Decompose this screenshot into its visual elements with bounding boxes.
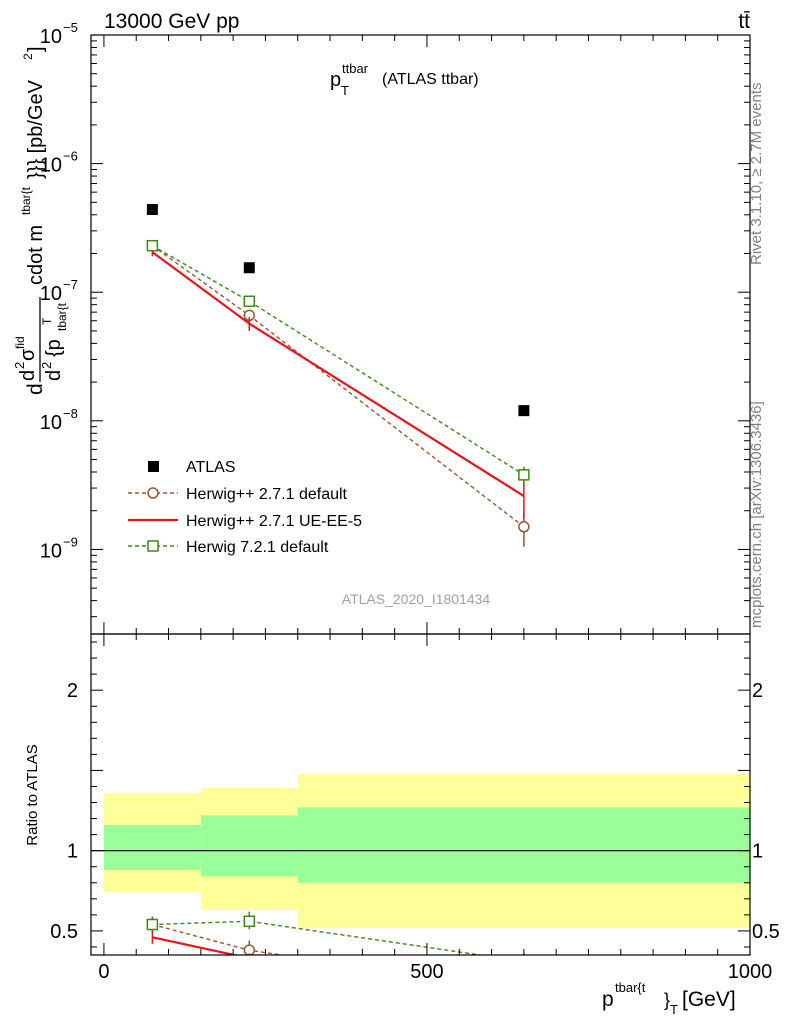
plot-title-sup: ttbar: [342, 61, 369, 76]
ylabel-T-sub: T: [40, 317, 54, 325]
atlas-data-point: [518, 405, 530, 417]
x-axis-label: p tbar{t } T [GeV]: [602, 980, 736, 1017]
legend-herwig7-default-label: Herwig 7.2.1 default: [186, 539, 329, 556]
main-data-marker: [243, 295, 256, 308]
ratio-series-line: [152, 923, 287, 955]
ratio-y-tick-label-left: 0.5: [50, 921, 78, 943]
ratio-data-marker: [243, 915, 256, 928]
main-y-tick-label-exp: −6: [63, 149, 78, 164]
legend-item-herwig7-default: Herwig 7.2.1 default: [128, 539, 329, 556]
ylabel-num-d: d: [17, 370, 39, 381]
energy-label: 13000 GeV pp: [104, 10, 239, 33]
ratio-band-inner: [297, 807, 750, 883]
ylabel-unit-sup: 2: [21, 53, 35, 60]
main-y-tick-label-base: 10: [40, 540, 62, 562]
main-y-tick-labels: 10−910−810−710−610−5: [40, 20, 78, 562]
legend-herwigpp-default-marker: [147, 487, 159, 499]
main-y-tick-label-exp: −9: [63, 534, 78, 549]
ratio-data-marker: [146, 918, 159, 931]
ratio-axis-ticks: [91, 634, 751, 955]
ratio-series-line: [152, 936, 240, 955]
process-label: tt̄: [738, 10, 750, 33]
atlas-data-point: [146, 203, 158, 215]
main-y-tick-label-exp: −8: [63, 406, 78, 421]
ylabel-m-sup: tbar{t: [19, 186, 33, 215]
main-data-marker: [518, 521, 530, 533]
xlabel-sup: tbar{t: [615, 980, 646, 995]
main-y-tick-label-base: 10: [40, 283, 62, 305]
xlabel-p: p: [602, 988, 614, 1011]
legend-item-atlas: ATLAS: [148, 459, 236, 476]
main-y-tick-label-base: 10: [40, 155, 62, 177]
ratio-y-tick-label-right: 0.5: [752, 921, 780, 943]
rivet-version-label: Rivet 3.1.10, ≥ 2.7M events: [748, 83, 765, 266]
analysis-watermark: ATLAS_2020_I1801434: [342, 591, 491, 607]
main-series-line: [152, 245, 525, 476]
legend-item-herwigpp-ueee5: Herwig++ 2.7.1 UE-EE-5: [128, 513, 362, 530]
ylabel-tbar-sub: tbar{t: [55, 302, 69, 331]
ratio-y-tick-labels: 0.5 0.5 1 1 2 2: [50, 680, 780, 943]
plot-title-suffix: (ATLAS ttbar): [382, 71, 479, 88]
ylabel-close: }}} [pb/GeV: [25, 79, 47, 179]
atlas-data-point: [243, 262, 255, 274]
xlabel-unit: [GeV]: [682, 988, 736, 1011]
ratio-y-tick-label-right: 1: [752, 841, 763, 863]
xlabel-sub: T: [670, 1002, 678, 1017]
ratio-y-tick-label-right: 2: [752, 680, 763, 702]
legend-atlas-label: ATLAS: [186, 459, 236, 476]
ylabel-den-d: d: [43, 370, 65, 381]
x-tick-label: 0: [98, 961, 109, 983]
x-tick-label: 500: [410, 961, 443, 983]
ylabel-num-sup2: 2: [12, 362, 27, 369]
ratio-y-tick-label-left: 2: [67, 680, 78, 702]
main-y-tick-label-base: 10: [40, 412, 62, 434]
ylabel-unit-close: ]: [25, 46, 47, 52]
mcplots-label: mcplots.cern.ch [arXiv:1306.3436]: [748, 401, 765, 628]
ylabel-sigma: σ: [17, 348, 39, 361]
ratio-series-line: [152, 920, 485, 955]
main-data-marker: [146, 239, 159, 252]
legend-herwig7-default-marker: [147, 540, 159, 552]
legend-herwigpp-ueee5-label: Herwig++ 2.7.1 UE-EE-5: [186, 513, 362, 530]
legend-item-herwigpp-default: Herwig++ 2.7.1 default: [128, 486, 348, 503]
legend-atlas-marker: [148, 461, 159, 472]
main-y-tick-label-exp: −7: [63, 277, 78, 292]
main-data-marker: [518, 469, 530, 481]
ratio-band-inner: [103, 824, 201, 870]
x-tick-label: 1000: [728, 961, 773, 983]
plot-title-sub: T: [341, 83, 349, 98]
ratio-panel: 0.5 0.5 1 1 2 2 0 500 1000: [50, 633, 780, 996]
plot-title: p ttbar T (ATLAS ttbar): [330, 61, 479, 98]
ratio-plot-frame: [90, 633, 751, 956]
main-y-axis-label: d d 2 σ fid d 2 {p tbar{t T cdot m tbar{…: [12, 46, 69, 395]
legend: ATLAS Herwig++ 2.7.1 default Herwig++ 2.…: [128, 459, 362, 556]
x-tick-labels: 0 500 1000: [98, 961, 772, 983]
ratio-band-inner: [200, 815, 298, 877]
ylabel-brace-p: {p: [43, 339, 65, 357]
xlabel-brace: }: [664, 990, 670, 1010]
ylabel-d: d: [24, 383, 47, 395]
main-series-line: [151, 245, 525, 528]
ratio-data-marker: [519, 956, 529, 966]
ratio-data-marker: [243, 944, 256, 955]
main-y-tick-label-base: 10: [40, 26, 62, 48]
main-series: [146, 203, 530, 547]
main-y-tick-label-exp: −5: [63, 20, 78, 35]
ratio-series: [146, 911, 529, 996]
main-panel: 10−910−810−710−610−5: [40, 20, 751, 635]
ratio-y-tick-label-left: 1: [67, 841, 78, 863]
legend-herwigpp-default-label: Herwig++ 2.7.1 default: [186, 486, 348, 503]
ylabel-cdot: cdot m: [25, 225, 47, 285]
plot-title-p: p: [330, 69, 341, 91]
ylabel-den-sup2: 2: [39, 362, 54, 369]
ylabel-fid: fid: [13, 336, 27, 349]
ratio-y-axis-label: Ratio to ATLAS: [24, 744, 41, 845]
ratio-data-marker: [519, 986, 529, 996]
